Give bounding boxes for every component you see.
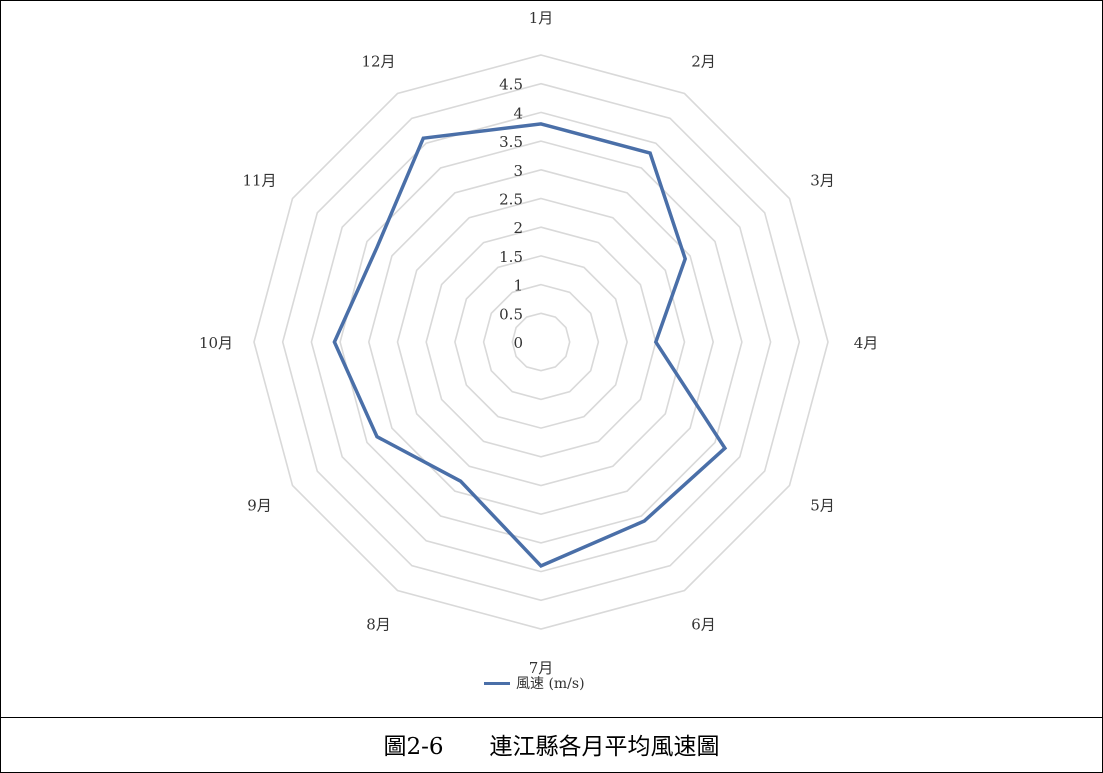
category-labels: 1月 2月 3月 4月 5月 6月 7月 8月 9月 10月 11月 12月 [199,9,878,677]
grid-ring [511,312,571,372]
series-layer [332,122,728,568]
legend-swatch [484,681,510,685]
radial-tick-label: 4 [513,104,523,122]
category-label: 8月 [366,616,391,634]
grid-ring [396,197,686,487]
figure-title: 連江縣各月平均風速圖 [489,734,720,760]
grid-ring [482,283,600,401]
figure-caption: 圖2-6 連江縣各月平均風速圖 [0,722,1103,766]
grid-ring [310,111,772,573]
radial-tick-label: 2.5 [499,191,523,209]
category-label: 12月 [361,53,395,71]
caption-divider [0,717,1103,718]
grid-ring [425,226,657,458]
category-label: 7月 [529,659,554,677]
radial-tick-label: 2 [513,219,523,237]
legend-label: 風速 (m/s) [516,676,585,692]
chart-legend: 風速 (m/s) [484,673,585,693]
category-label: 2月 [691,53,716,71]
grid-ring [253,54,829,630]
category-label: 1月 [529,9,554,27]
category-label: 4月 [854,334,879,352]
radar-chart: 00.511.522.533.544.5 1月2月3月4月5月6月7月8月9月1… [199,9,878,677]
category-label: 3月 [810,172,835,190]
radial-tick-label: 0 [513,334,523,352]
radial-tick-labels: 0 0.5 1 1.5 2 2.5 3 3.5 4 4.5 [499,76,523,352]
category-label: 5月 [810,497,835,515]
figure-number: 圖2-6 [383,734,444,760]
grid-ring [281,82,801,602]
radial-tick-label: 3 [513,162,523,180]
radial-tick-label: 4.5 [499,76,523,94]
category-label: 10月 [199,334,233,352]
category-label: 9月 [247,497,272,515]
series-line [332,122,728,568]
grid-ring [454,255,628,429]
radial-tick-label: 3.5 [499,133,523,151]
category-label: 11月 [242,172,276,190]
grid-ring [339,140,743,544]
category-label: 6月 [691,616,716,634]
radial-tick-label: 1.5 [499,248,523,266]
grid-ring [367,168,715,516]
radial-tick-label: 0.5 [499,305,523,323]
radial-tick-label: 1 [513,277,523,295]
radar-grid [253,54,829,630]
